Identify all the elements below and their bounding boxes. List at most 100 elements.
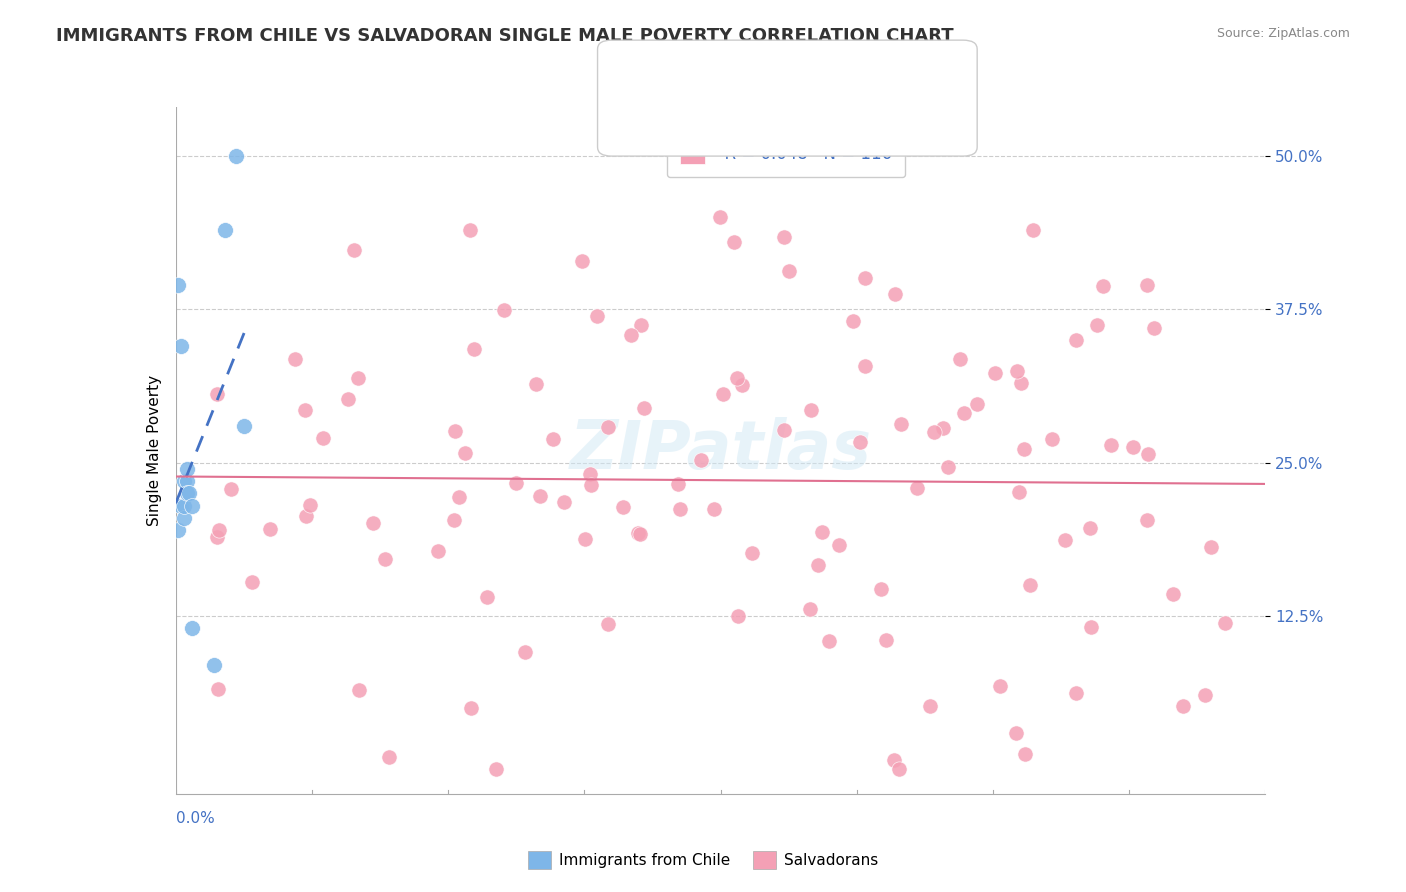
Point (703, 502, 725, 516)
Point (811, 524, 834, 539)
Point (1078, 521, 1101, 535)
Point (173, 511, 195, 525)
Point (173, 499, 195, 513)
Point (205, 387, 228, 401)
Point (477, 590, 499, 604)
Point (1005, 364, 1028, 378)
Point (817, 634, 839, 648)
Point (666, 477, 689, 491)
Point (875, 633, 897, 648)
Point (853, 271, 876, 285)
Point (778, 264, 800, 278)
Point (513, 645, 536, 659)
Point (596, 420, 619, 434)
Point (1085, 318, 1108, 332)
Point (454, 446, 477, 460)
Point (176, 474, 198, 488)
Point (799, 602, 821, 616)
Point (207, 530, 229, 544)
Point (828, 538, 851, 552)
Point (1018, 577, 1040, 591)
Text: IMMIGRANTS FROM CHILE VS SALVADORAN SINGLE MALE POVERTY CORRELATION CHART: IMMIGRANTS FROM CHILE VS SALVADORAN SING… (56, 27, 953, 45)
Point (294, 403, 316, 417)
Point (890, 417, 912, 431)
Point (1199, 540, 1222, 554)
Point (492, 303, 515, 318)
Point (173, 474, 195, 488)
Point (553, 494, 575, 508)
Point (1213, 615, 1236, 630)
Point (284, 351, 307, 366)
Point (167, 277, 190, 292)
Legend: Immigrants from Chile, Salvadorans: Immigrants from Chile, Salvadorans (522, 845, 884, 875)
Point (920, 699, 942, 714)
Text: ZIPatlas: ZIPatlas (569, 417, 872, 483)
Point (219, 482, 242, 496)
Point (337, 392, 360, 407)
Point (1136, 513, 1159, 527)
Point (1091, 279, 1114, 293)
Point (905, 481, 928, 495)
Point (627, 525, 650, 540)
Point (1064, 333, 1087, 347)
Point (240, 574, 263, 589)
Point (725, 370, 748, 384)
Point (924, 425, 946, 439)
Point (936, 460, 959, 475)
Y-axis label: Single Male Poverty: Single Male Poverty (146, 375, 162, 526)
Point (427, 543, 450, 558)
Point (1010, 376, 1032, 390)
Point (711, 387, 734, 401)
Point (444, 425, 467, 439)
Point (633, 401, 655, 415)
Point (232, 419, 254, 434)
Point (207, 682, 229, 697)
Point (727, 608, 749, 623)
Point (259, 522, 281, 536)
Point (1122, 440, 1144, 454)
Point (311, 431, 333, 445)
Point (181, 499, 204, 513)
Point (170, 499, 193, 513)
Point (870, 582, 893, 596)
Point (347, 370, 370, 384)
Point (773, 423, 796, 437)
Point (214, 223, 236, 237)
Point (884, 286, 907, 301)
Point (668, 502, 690, 516)
Point (485, 762, 508, 776)
Point (853, 359, 876, 373)
Point (458, 223, 481, 237)
Point (984, 366, 1007, 380)
Point (966, 397, 988, 411)
Point (849, 435, 872, 450)
Point (1136, 278, 1159, 293)
Point (948, 352, 970, 367)
Point (1004, 726, 1026, 740)
Point (579, 467, 602, 481)
Point (181, 621, 204, 635)
Point (1161, 587, 1184, 601)
Point (842, 314, 865, 328)
Point (931, 421, 953, 435)
Point (202, 658, 225, 673)
Point (176, 486, 198, 500)
Point (225, 149, 247, 163)
Point (773, 230, 796, 244)
Text: Source: ZipAtlas.com: Source: ZipAtlas.com (1216, 27, 1350, 40)
Point (581, 477, 603, 491)
Point (571, 254, 593, 268)
Point (1099, 438, 1122, 452)
Point (347, 683, 370, 698)
Point (988, 679, 1011, 693)
Point (299, 498, 322, 512)
Text: 0.0%: 0.0% (176, 811, 215, 826)
Point (628, 526, 651, 541)
Point (1054, 533, 1077, 547)
Point (343, 244, 366, 258)
Point (1173, 698, 1195, 713)
Point (1014, 747, 1036, 761)
Point (524, 377, 547, 392)
Point (807, 558, 830, 572)
Point (709, 210, 731, 224)
